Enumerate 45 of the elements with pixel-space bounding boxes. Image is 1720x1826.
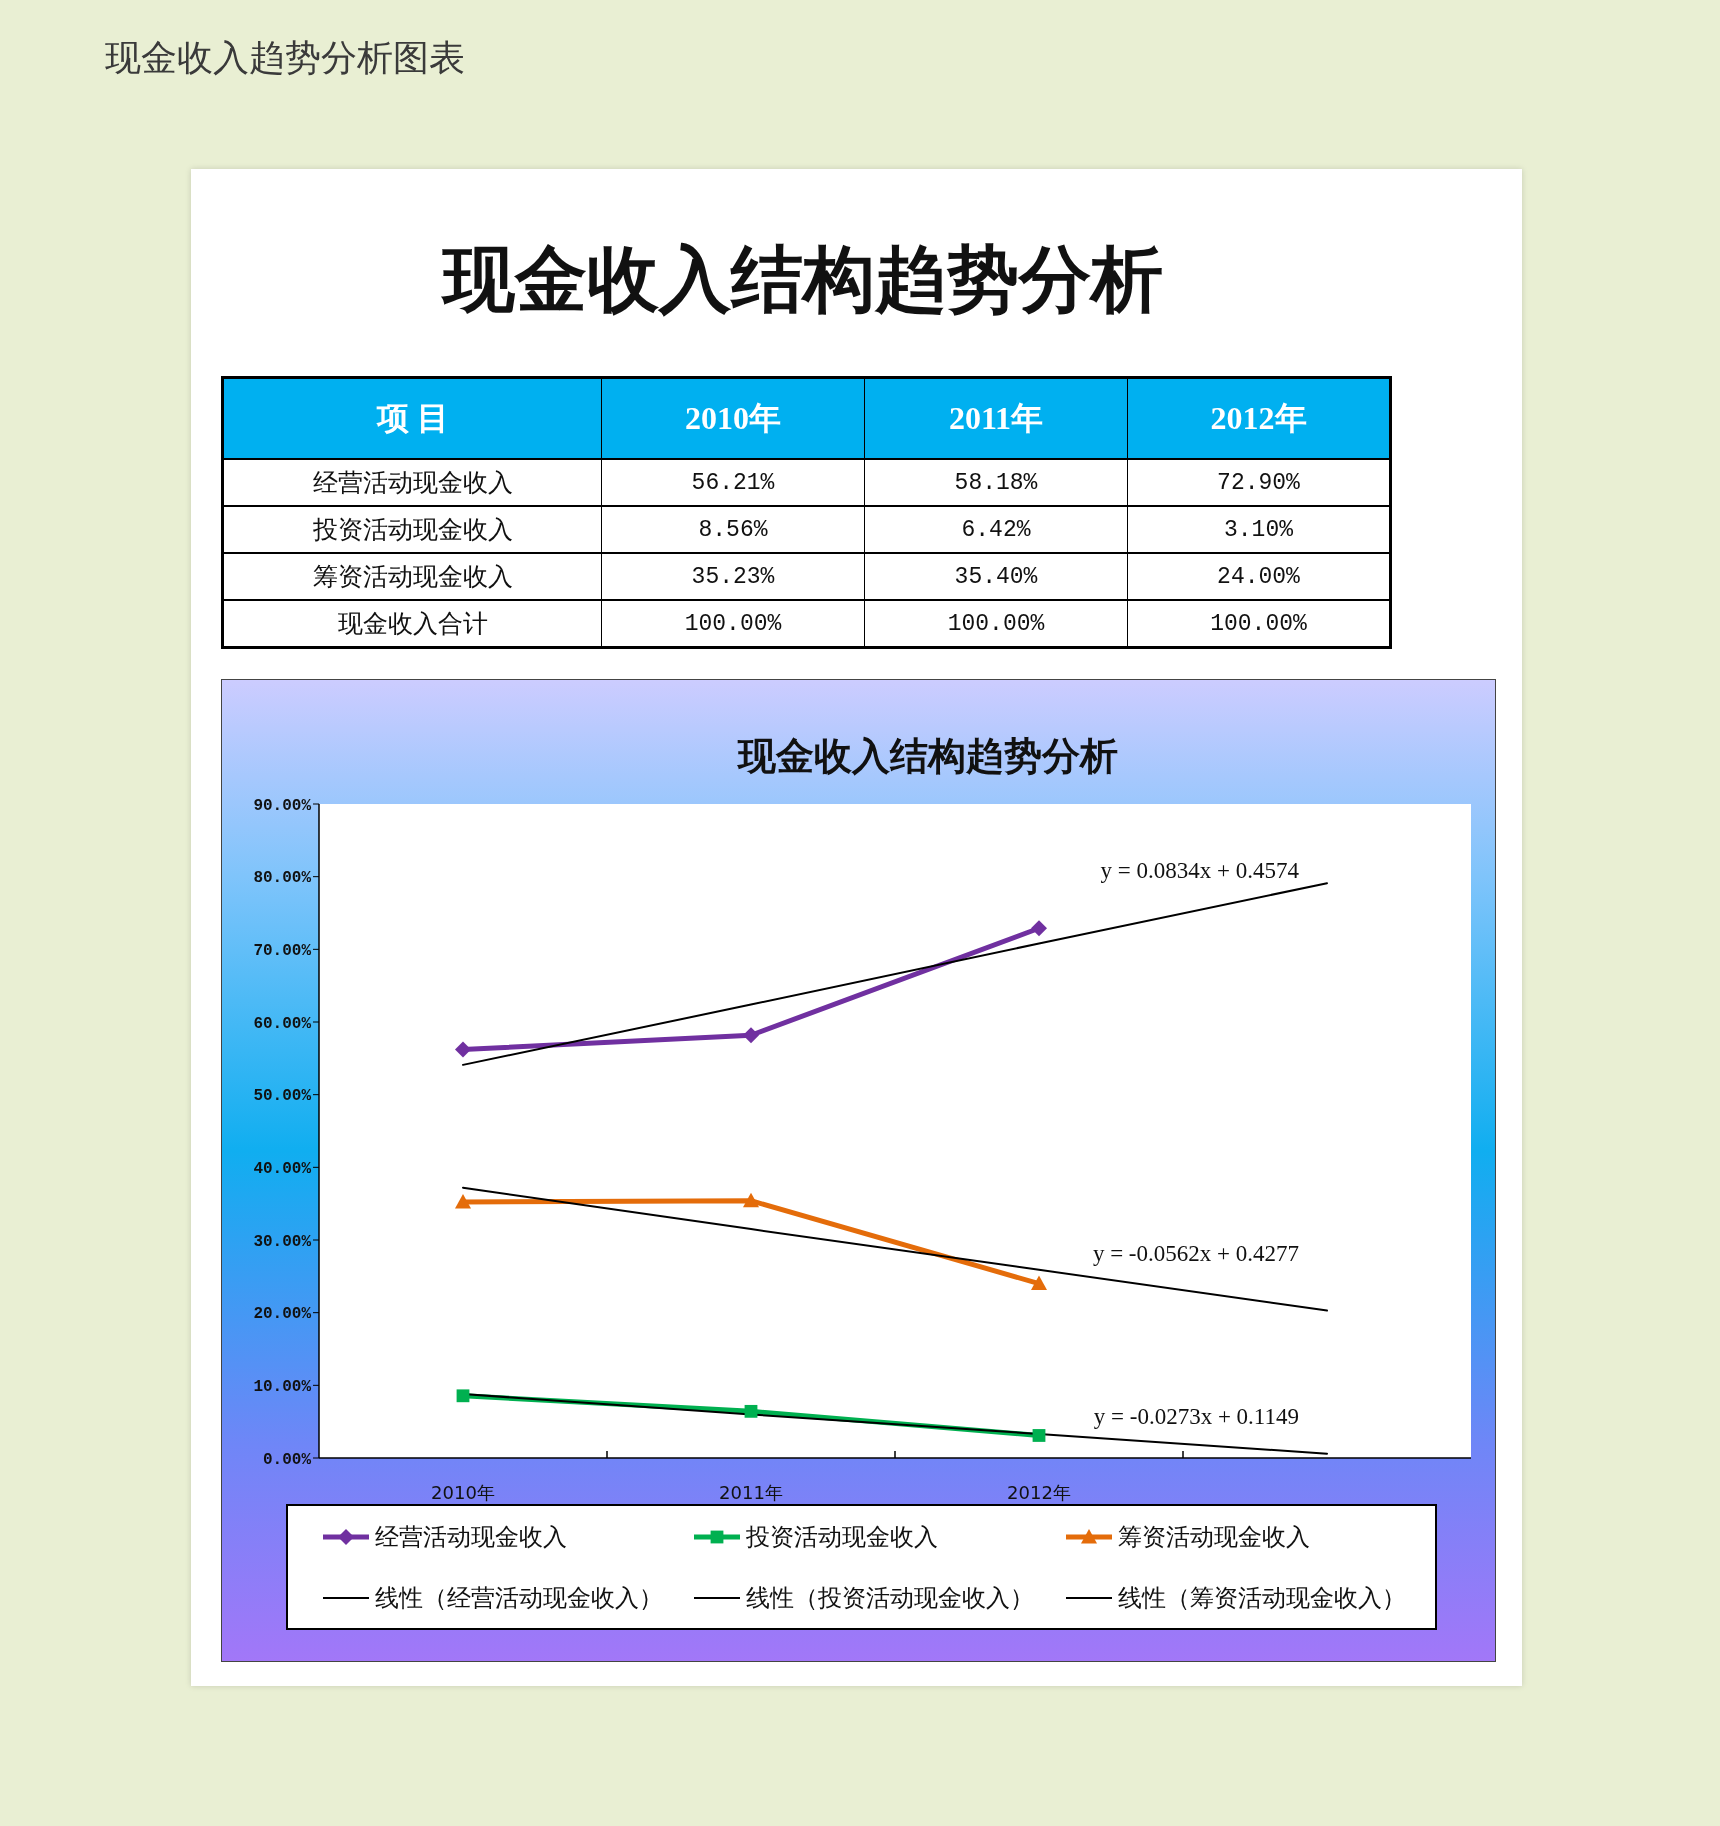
x-tick-label: 2011年 (719, 1482, 783, 1503)
legend-label: 筹资活动现金收入 (1117, 1521, 1310, 1553)
y-tick-label: 现金收入合计 (337, 610, 488, 637)
y-tick-label: 50.00% (253, 1087, 312, 1106)
y-tick-label: 90.00% (253, 796, 312, 815)
y-tick-label: 10.00% (253, 1378, 312, 1397)
data-label: 35.23% (691, 563, 775, 590)
y-tick-label: 40.00% (253, 1160, 312, 1179)
y-tick-label: 30.00% (253, 1232, 312, 1251)
x-tick-label: 2010年 (685, 399, 781, 436)
y-axis-title: 项 目 (376, 399, 449, 436)
y-tick-label: 筹资活动现金收入 (312, 563, 513, 590)
y-tick-label: 20.00% (253, 1305, 312, 1324)
annotation: y = 0.0834x + 0.4574 (1100, 858, 1299, 884)
data-label: 100.00% (1210, 610, 1307, 637)
legend-label: 线性（经营活动现金收入） (375, 1582, 663, 1614)
text: 现金收入趋势分析图表 (105, 37, 465, 78)
legend-label: 经营活动现金收入 (375, 1521, 567, 1553)
x-tick-label: 2012年 (1007, 1482, 1071, 1503)
legend-label: 线性（投资活动现金收入） (746, 1582, 1035, 1614)
chart-title: 现金收入结构趋势分析 (443, 240, 1163, 320)
y-tick-label: 60.00% (253, 1014, 312, 1033)
x-tick-label: 2012年 (1210, 399, 1307, 436)
data-label: 56.21% (691, 469, 775, 496)
data-label: 100.00% (947, 610, 1045, 637)
data-label: 6.42% (961, 516, 1031, 543)
annotation: y = -0.0562x + 0.4277 (1092, 1241, 1299, 1267)
annotation: y = -0.0273x + 0.1149 (1093, 1404, 1299, 1430)
data-label: 58.18% (954, 469, 1038, 496)
data-label: 72.90% (1217, 469, 1300, 496)
data-label: 35.40% (954, 563, 1038, 590)
data-label: 100.00% (684, 610, 782, 637)
chart-title: 现金收入结构趋势分析 (738, 734, 1118, 778)
x-tick-label: 2011年 (948, 399, 1044, 436)
y-tick-label: 投资活动现金收入 (312, 516, 513, 543)
data-label: 3.10% (1223, 516, 1293, 543)
legend-label: 线性（筹资活动现金收入） (1117, 1582, 1406, 1614)
legend-label: 投资活动现金收入 (746, 1521, 939, 1553)
data-label: 24.00% (1217, 563, 1300, 590)
y-tick-label: 80.00% (253, 869, 312, 888)
y-tick-label: 经营活动现金收入 (312, 469, 513, 496)
y-tick-label: 0.00% (262, 1450, 312, 1469)
x-tick-label: 2010年 (431, 1482, 495, 1503)
y-tick-label: 70.00% (253, 942, 312, 961)
data-label: 8.56% (698, 516, 768, 543)
